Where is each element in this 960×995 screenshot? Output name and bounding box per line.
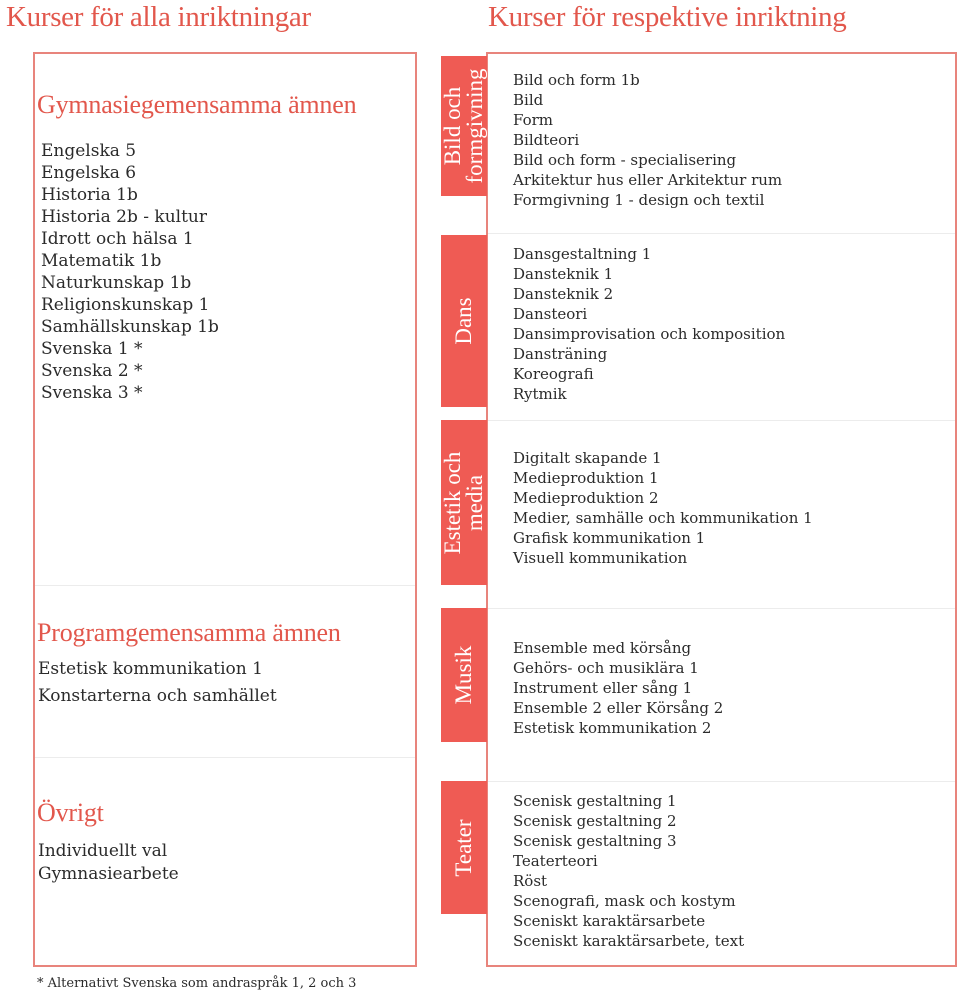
list-item: Estetisk kommunikation 2 bbox=[513, 719, 712, 737]
tab-estetik-och-media: Estetik och media bbox=[440, 420, 487, 585]
list-item: Teaterteori bbox=[513, 852, 598, 870]
right-panel bbox=[486, 52, 957, 967]
list-item: Dansimprovisation och komposition bbox=[513, 325, 786, 343]
list-item: Religionskunskap 1 bbox=[41, 295, 210, 315]
tab-label-estetik-line-1: Estetik och bbox=[440, 451, 465, 554]
tab-label-teater-line-1: Teater bbox=[451, 818, 476, 877]
tab-label-estetik: Estetik och media bbox=[440, 451, 487, 554]
tab-label-bild-line-2: formgivning bbox=[462, 68, 487, 184]
list-item: Engelska 5 bbox=[41, 141, 137, 161]
tab-label-bild: Bild och formgivning bbox=[440, 68, 487, 184]
divider-right-1 bbox=[488, 233, 955, 234]
list-item: Scenisk gestaltning 1 bbox=[513, 792, 677, 810]
header-left: Kurser för alla inriktningar bbox=[6, 1, 311, 33]
list-estetik: Digitalt skapande 1 Medieproduktion 1 Medi… bbox=[513, 448, 813, 568]
list-item: Bild och form - specialisering bbox=[513, 151, 737, 169]
list-item: Arkitektur hus eller Arkitektur rum bbox=[513, 171, 783, 189]
list-item: Sceniskt karaktärsarbete bbox=[513, 912, 706, 930]
list-item: Sceniskt karaktärsarbete, text bbox=[513, 932, 745, 950]
list-item: Naturkunskap 1b bbox=[41, 273, 192, 293]
list-item: Ensemble 2 eller Körsång 2 bbox=[513, 699, 724, 717]
divider-left-1 bbox=[35, 585, 415, 586]
tab-label-bild-line-1: Bild och bbox=[440, 86, 465, 166]
tab-teater: Teater bbox=[441, 781, 487, 914]
section-title-gymnasie: Gymnasiegemensamma ämnen bbox=[37, 90, 357, 119]
list-program: Estetisk kommunikation 1 Konstarterna och… bbox=[38, 656, 277, 710]
list-item: Ensemble med körsång bbox=[513, 639, 692, 657]
list-item: Grafisk kommunikation 1 bbox=[513, 529, 706, 547]
list-teater: Scenisk gestaltning 1 Scenisk gestaltning… bbox=[513, 791, 744, 951]
list-item: Individuellt val bbox=[38, 841, 168, 861]
list-item: Matematik 1b bbox=[41, 251, 162, 271]
list-item: Historia 1b bbox=[41, 185, 138, 205]
list-item: Estetisk kommunikation 1 bbox=[38, 659, 263, 679]
list-item: Formgivning 1 - design och textil bbox=[513, 191, 765, 209]
divider-left-2 bbox=[35, 757, 415, 758]
tab-label-dans: Dans bbox=[451, 297, 476, 345]
list-item: Dansteknik 2 bbox=[513, 285, 614, 303]
list-item: Idrott och hälsa 1 bbox=[41, 229, 194, 249]
list-item: Digitalt skapande 1 bbox=[513, 449, 662, 467]
list-item: Svenska 2 * bbox=[41, 361, 143, 381]
list-item: Form bbox=[513, 111, 554, 129]
tab-bild-och-formgivning: Bild och formgivning bbox=[440, 56, 487, 196]
list-item: Historia 2b - kultur bbox=[41, 207, 207, 227]
list-item: Konstarterna och samhället bbox=[38, 686, 277, 706]
list-item: Koreografi bbox=[513, 365, 594, 383]
divider-right-4 bbox=[488, 781, 955, 782]
list-item: Bild bbox=[513, 91, 544, 109]
list-item: Scenisk gestaltning 2 bbox=[513, 812, 677, 830]
list-item: Samhällskunskap 1b bbox=[41, 317, 219, 337]
tab-label-musik-line-1: Musik bbox=[451, 645, 476, 705]
list-item: Medieproduktion 2 bbox=[513, 489, 659, 507]
list-bild: Bild och form 1b Bild Form Bildteori Bild oc… bbox=[513, 70, 782, 210]
left-panel bbox=[33, 52, 417, 967]
list-gymnasie: Engelska 5 Engelska 6 Historia 1b Historia … bbox=[41, 140, 219, 404]
divider-right-2 bbox=[488, 420, 955, 421]
list-item: Dansträning bbox=[513, 345, 608, 363]
header-right: Kurser för respektive inriktning bbox=[488, 1, 847, 33]
list-item: Visuell kommunikation bbox=[513, 549, 688, 567]
list-dans: Dansgestaltning 1 Dansteknik 1 Dansteknik … bbox=[513, 244, 785, 404]
list-item: Bildteori bbox=[513, 131, 580, 149]
tab-label-musik: Musik bbox=[451, 645, 476, 705]
list-item: Svenska 1 * bbox=[41, 339, 143, 359]
tab-label-dans-line-1: Dans bbox=[451, 297, 476, 345]
footnote: * Alternativt Svenska som andraspråk 1, … bbox=[37, 976, 357, 991]
list-item: Dansteori bbox=[513, 305, 588, 323]
list-item: Rytmik bbox=[513, 385, 567, 403]
list-item: Bild och form 1b bbox=[513, 71, 640, 89]
list-item: Röst bbox=[513, 872, 548, 890]
divider-right-3 bbox=[488, 608, 955, 609]
list-item: Engelska 6 bbox=[41, 163, 137, 183]
tab-musik: Musik bbox=[441, 608, 487, 742]
list-ovrigt: Individuellt val Gymnasiearbete bbox=[38, 840, 179, 886]
list-item: Instrument eller sång 1 bbox=[513, 679, 693, 697]
list-item: Medier, samhälle och kommunikation 1 bbox=[513, 509, 813, 527]
tab-dans: Dans bbox=[441, 235, 487, 407]
tab-label-estetik-line-2: media bbox=[462, 474, 487, 531]
list-item: Dansgestaltning 1 bbox=[513, 245, 652, 263]
tab-label-teater: Teater bbox=[451, 818, 476, 877]
section-title-ovrigt: Övrigt bbox=[37, 798, 104, 827]
list-item: Medieproduktion 1 bbox=[513, 469, 659, 487]
list-item: Gymnasiearbete bbox=[38, 864, 179, 884]
list-item: Svenska 3 * bbox=[41, 383, 143, 403]
list-item: Gehörs- och musiklära 1 bbox=[513, 659, 699, 677]
list-musik: Ensemble med körsång Gehörs- och musiklär… bbox=[513, 638, 723, 738]
section-title-program: Programgemensamma ämnen bbox=[37, 618, 341, 647]
list-item: Scenisk gestaltning 3 bbox=[513, 832, 677, 850]
list-item: Dansteknik 1 bbox=[513, 265, 614, 283]
list-item: Scenografi, mask och kostym bbox=[513, 892, 736, 910]
